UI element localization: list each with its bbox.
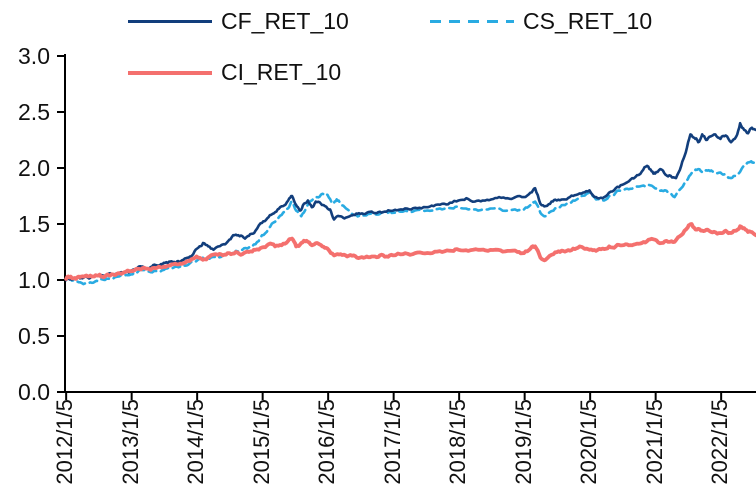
- legend-label-ci-ret-10: CI_RET_10: [221, 59, 342, 85]
- y-tick-label: 2.0: [18, 155, 50, 181]
- y-tick-label: 3.0: [18, 43, 50, 69]
- cs-ret-10-dashed-line-sample-icon: [430, 20, 514, 23]
- cf-ret-10-line-sample-icon: [128, 20, 212, 23]
- y-tick-label: 1.0: [18, 267, 50, 293]
- legend-item-ci-ret-10: CI_RET_10: [128, 59, 341, 86]
- legend-item-cf-ret-10: CF_RET_10: [128, 8, 349, 35]
- y-tick-label: 0.5: [18, 323, 50, 349]
- legend-item-cs-ret-10: CS_RET_10: [430, 8, 652, 35]
- x-tick-label: 2012/1/5: [52, 399, 78, 485]
- ci-ret-10-series-line: [64, 222, 756, 281]
- legend-label-cs-ret-10: CS_RET_10: [523, 8, 653, 34]
- legend-label-cf-ret-10: CF_RET_10: [221, 8, 349, 34]
- y-tick-label: 1.5: [18, 211, 50, 237]
- x-tick-label: 2013/1/5: [117, 399, 143, 485]
- x-tick-label: 2021/1/5: [641, 399, 667, 485]
- x-tick-label: 2022/1/5: [707, 399, 733, 485]
- x-tick-label: 2014/1/5: [183, 399, 209, 485]
- cs-ret-10-series-line: [64, 160, 756, 286]
- ci-ret-10-line-sample-icon: [128, 70, 212, 75]
- x-tick-label: 2019/1/5: [510, 399, 536, 485]
- cf-ret-10-series-line: [64, 121, 756, 282]
- x-tick-label: 2016/1/5: [314, 399, 340, 485]
- x-tick-label: 2018/1/5: [445, 399, 471, 485]
- y-tick-label: 2.5: [18, 99, 50, 125]
- x-tick-label: 2017/1/5: [379, 399, 405, 485]
- x-tick-label: 2015/1/5: [248, 399, 274, 485]
- y-tick-label: 0.0: [18, 379, 50, 405]
- x-tick-label: 2020/1/5: [576, 399, 602, 485]
